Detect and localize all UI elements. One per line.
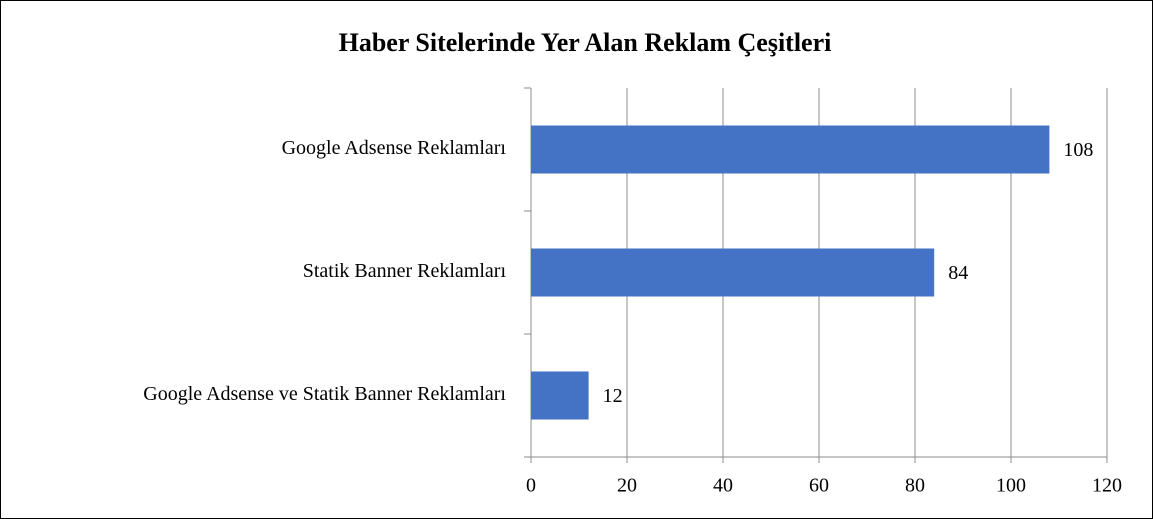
bar: [531, 371, 589, 420]
y-tick-label: Statik Banner Reklamları: [303, 260, 507, 282]
data-label: 12: [603, 385, 623, 407]
data-label: 84: [948, 262, 968, 284]
chart-title: Haber Sitelerinde Yer Alan Reklam Çeşitl…: [339, 28, 832, 57]
x-tick-label: 80: [905, 475, 925, 497]
x-tick-label: 40: [713, 475, 733, 497]
y-tick-label: Google Adsense Reklamları: [282, 137, 507, 159]
data-label: 108: [1063, 139, 1093, 161]
x-tick-label: 60: [809, 475, 829, 497]
x-tick-label: 120: [1092, 475, 1122, 497]
bar: [531, 125, 1050, 174]
x-tick-label: 100: [996, 475, 1026, 497]
x-tick-label: 0: [526, 475, 536, 497]
x-tick-label: 20: [617, 475, 637, 497]
y-tick-label: Google Adsense ve Statik Banner Reklamla…: [143, 383, 506, 405]
bar: [531, 248, 935, 297]
